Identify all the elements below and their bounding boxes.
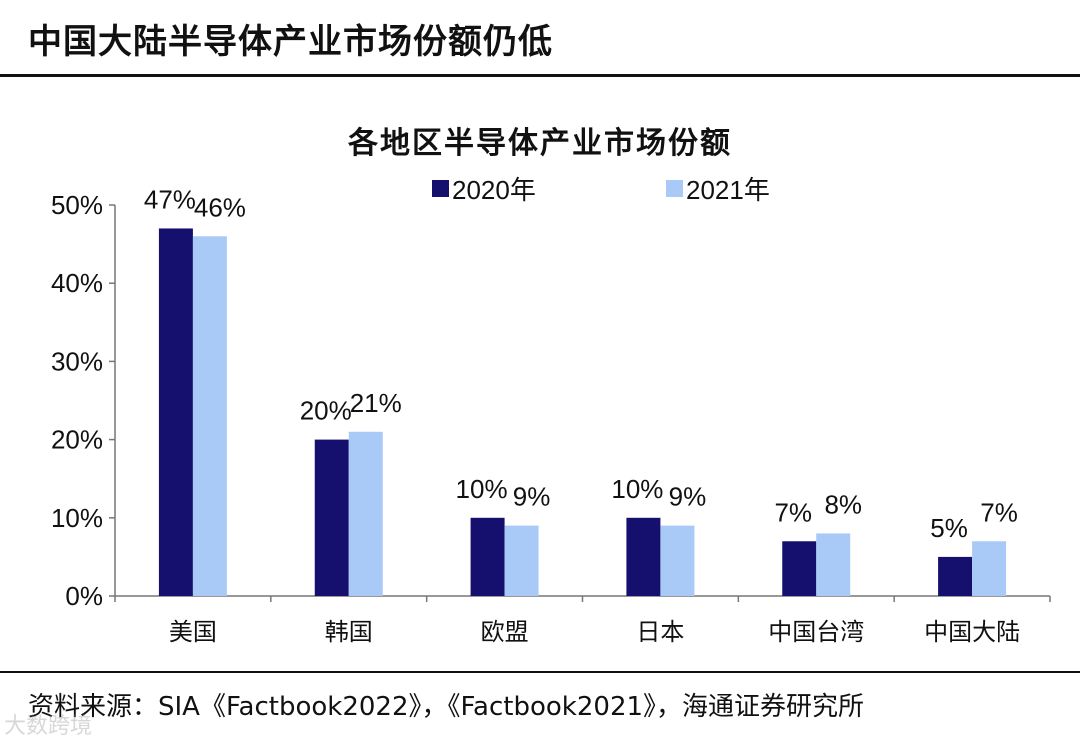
- data-label-2021: 46%: [194, 192, 246, 222]
- legend-swatch-2020: [432, 180, 449, 197]
- legend-label-2021: 2021年: [686, 175, 770, 205]
- y-tick-label: 30%: [51, 346, 103, 376]
- x-tick-label: 韩国: [325, 618, 373, 646]
- title-divider: [0, 74, 1080, 77]
- legend-item-2021: 2021年: [666, 170, 770, 207]
- y-tick-label: 20%: [51, 425, 103, 455]
- source-note: 资料来源：SIA《Factbook2022》，《Factbook2021》，海通…: [28, 692, 865, 722]
- x-tick-label: 中国大陆: [924, 618, 1020, 646]
- x-tick-label: 中国台湾: [768, 618, 864, 646]
- chart-legend: 2020年 2021年: [0, 170, 1080, 207]
- watermark: 大数跨境: [4, 714, 93, 739]
- data-label-2021: 8%: [824, 489, 862, 519]
- data-label-2021: 9%: [669, 482, 707, 512]
- page-title: 中国大陆半导体产业市场份额仍低: [28, 22, 553, 62]
- bar-2021: [192, 236, 227, 596]
- chart-title: 各地区半导体产业市场份额: [348, 126, 732, 161]
- bar-2021: [816, 533, 851, 596]
- legend-label-2020: 2020年: [452, 175, 536, 205]
- footer-divider: [0, 671, 1080, 673]
- y-tick-label: 50%: [51, 190, 103, 220]
- bar-2021: [660, 525, 695, 596]
- bar-2020: [938, 556, 973, 596]
- bar-2021: [504, 525, 539, 596]
- bar-2020: [782, 541, 817, 596]
- y-tick-label: 0%: [65, 581, 103, 611]
- data-label-2021: 21%: [350, 388, 402, 418]
- legend-swatch-2021: [666, 180, 683, 197]
- bar-2020: [626, 517, 661, 596]
- data-label-2020: 7%: [774, 497, 812, 527]
- data-label-2020: 47%: [144, 184, 196, 214]
- data-label-2020: 5%: [930, 513, 968, 543]
- data-label-2020: 20%: [300, 396, 352, 426]
- x-tick-label: 美国: [169, 618, 217, 646]
- data-label-2021: 9%: [513, 482, 551, 512]
- data-label-2020: 10%: [611, 474, 663, 504]
- data-label-2020: 10%: [456, 474, 508, 504]
- x-tick-label: 日本: [636, 618, 684, 646]
- bar-2020: [314, 439, 349, 596]
- data-label-2021: 7%: [980, 497, 1018, 527]
- bar-2021: [348, 431, 383, 596]
- bar-2020: [470, 517, 505, 596]
- y-tick-label: 10%: [51, 503, 103, 533]
- x-tick-label: 欧盟: [481, 618, 529, 646]
- legend-item-2020: 2020年: [432, 170, 536, 207]
- bar-2020: [158, 228, 193, 596]
- y-tick-label: 40%: [51, 268, 103, 298]
- bar-2021: [972, 541, 1007, 596]
